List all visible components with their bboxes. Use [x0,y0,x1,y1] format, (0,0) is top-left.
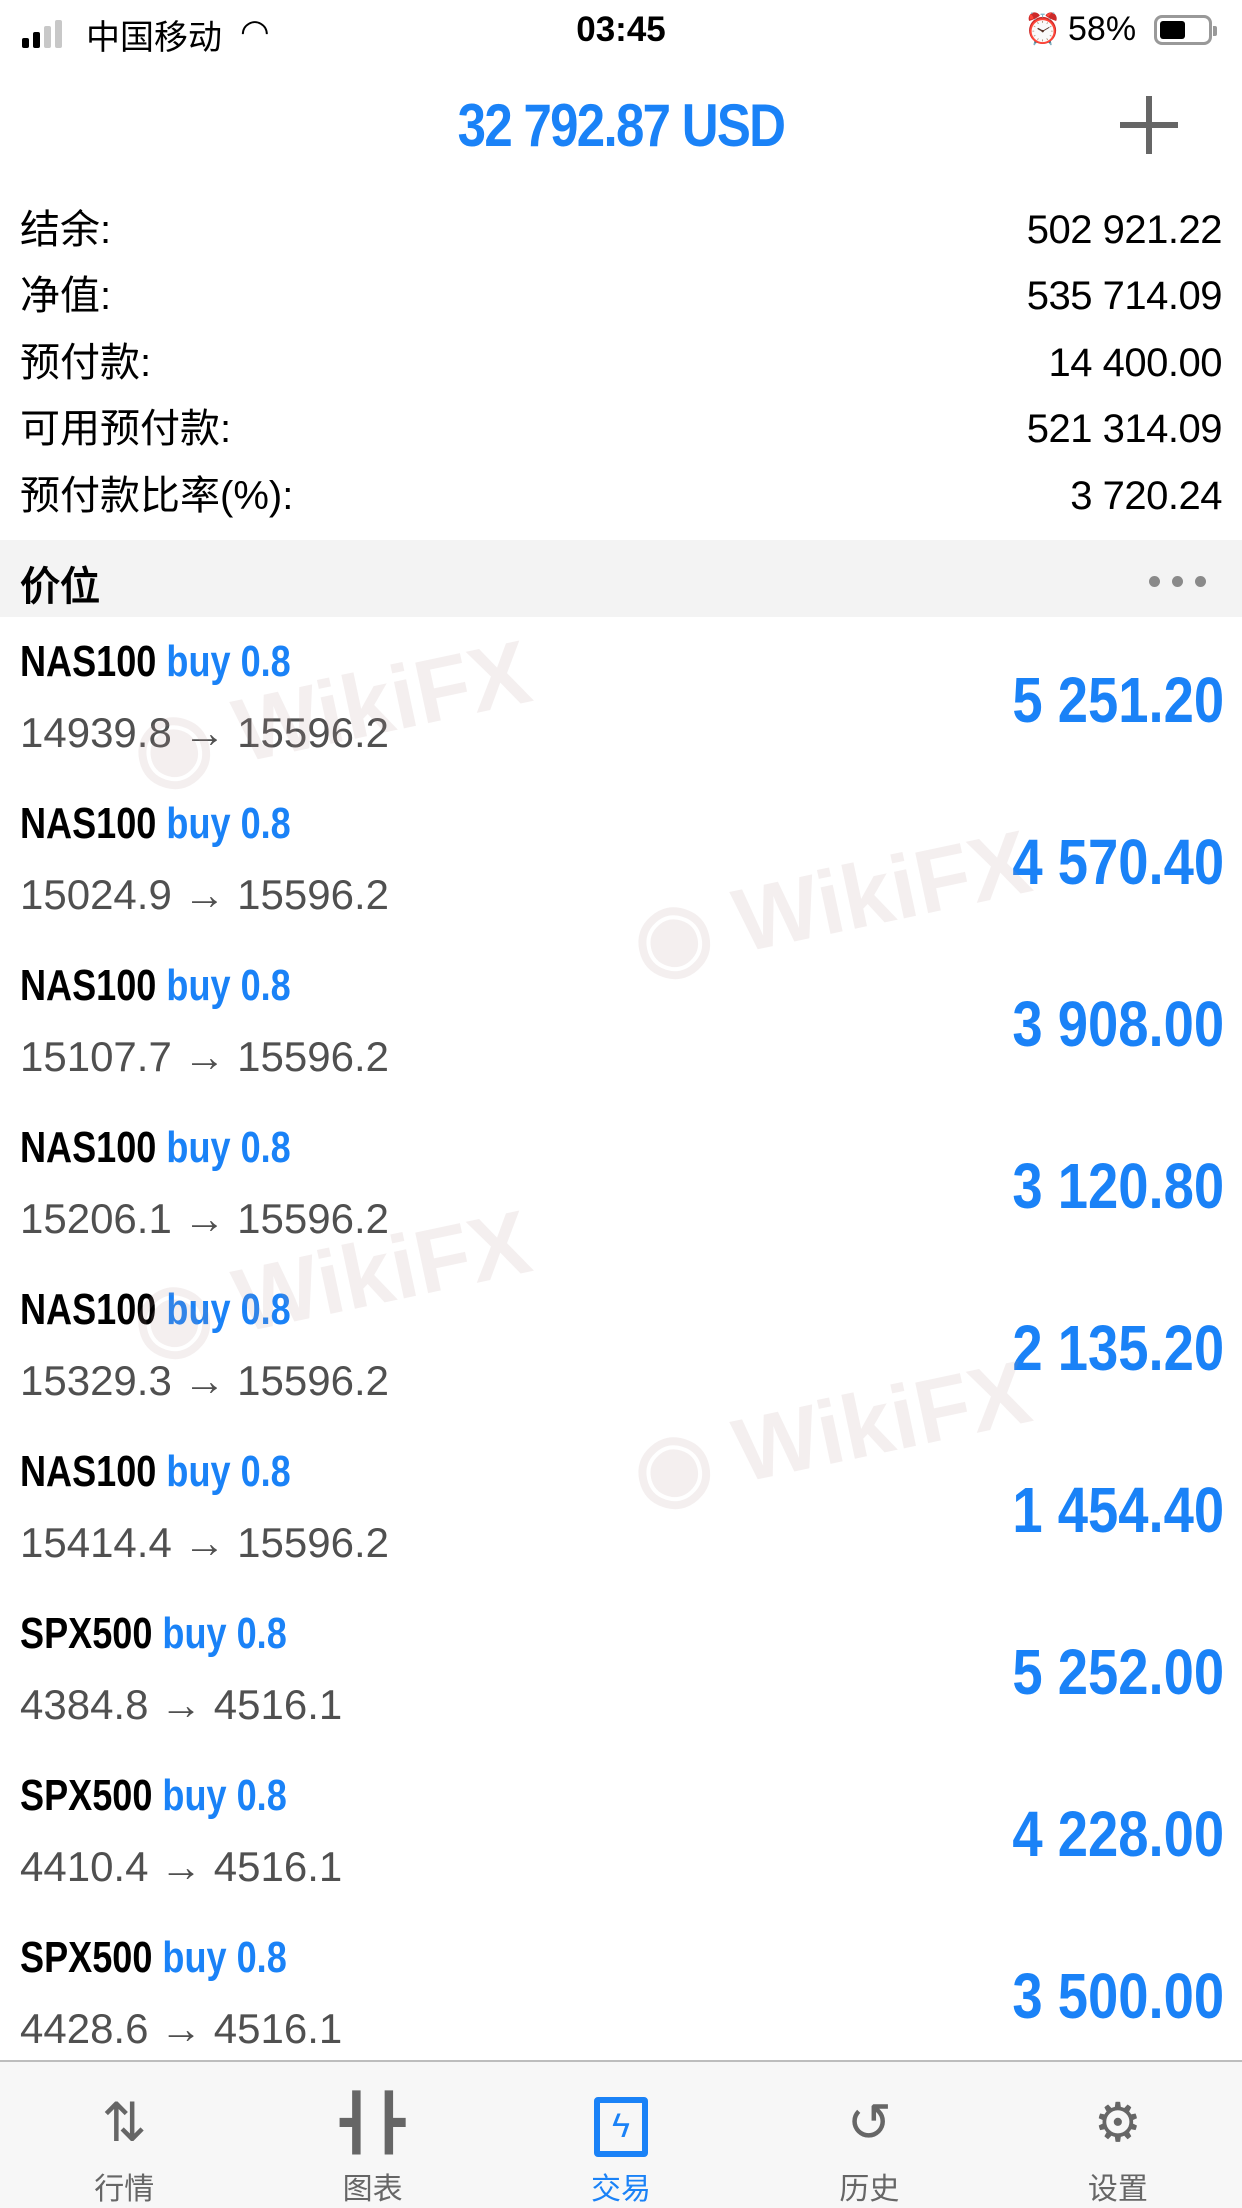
position-profit: 1 454.40 [1012,1474,1224,1546]
position-row[interactable]: NAS100 buy 0.8 15024.9 → 15596.2 4 570.40 [0,779,1242,941]
position-symbol: SPX500 buy 0.8 [20,1609,287,1659]
trade-side-volume: buy 0.8 [166,799,291,848]
position-symbol: SPX500 buy 0.8 [20,1771,287,1821]
position-row[interactable]: SPX500 buy 0.8 4384.8 → 4516.1 5 252.00 [0,1589,1242,1751]
open-current-price: 4410.4 → 4516.1 [20,1843,343,1890]
position-row[interactable]: SPX500 buy 0.8 4428.6 → 4516.1 3 500.00 [0,1913,1242,2075]
tab-history[interactable]: ↺ 历史 [745,2062,993,2208]
clock: 03:45 [576,10,666,49]
position-symbol: NAS100 buy 0.8 [20,1123,291,1173]
alarm-icon: ⏰ [1024,13,1062,46]
summary-label: 可用预付款: [20,407,232,451]
candlestick-icon: ┫┣ [340,2093,406,2153]
position-profit: 5 252.00 [1012,1636,1224,1708]
status-bar: 中国移动 ◠ 03:45 ⏰ 58% [0,0,1242,88]
position-profit: 3 500.00 [1012,1960,1224,2032]
symbol-name: NAS100 [20,1447,157,1496]
position-row[interactable]: NAS100 buy 0.8 15414.4 → 15596.2 1 454.40 [0,1427,1242,1589]
positions-section-header: 价位 [0,540,1242,617]
position-symbol: NAS100 buy 0.8 [20,637,291,687]
position-profit: 4 570.40 [1012,826,1224,898]
symbol-name: NAS100 [20,799,157,848]
summary-value: 14 400.00 [1048,341,1223,385]
open-current-price: 15024.9 → 15596.2 [20,871,389,918]
position-symbol: NAS100 buy 0.8 [20,799,291,849]
open-current-price: 15206.1 → 15596.2 [20,1195,389,1242]
summary-label: 净值: [20,274,112,318]
tab-trade[interactable]: ϟ 交易 [497,2062,745,2208]
symbol-name: NAS100 [20,1123,157,1172]
tab-quotes[interactable]: ⇅ 行情 [0,2062,248,2208]
account-profit-title: 32 792.87 USD [457,92,786,159]
symbol-name: SPX500 [20,1771,153,1820]
summary-row-free-margin: 可用预付款: 521 314.09 [0,396,1242,462]
history-icon: ↺ [846,2093,893,2153]
summary-label: 预付款: [20,341,152,385]
open-current-price: 4428.6 → 4516.1 [20,2005,343,2052]
tab-label: 交易 [591,2173,652,2206]
section-title: 价位 [20,565,100,609]
summary-label: 结余: [20,208,112,252]
trade-side-volume: buy 0.8 [162,1609,287,1658]
battery-icon [1154,15,1217,45]
summary-value: 535 714.09 [1026,274,1223,318]
position-row[interactable]: NAS100 buy 0.8 14939.8 → 15596.2 5 251.20 [0,617,1242,779]
tab-label: 设置 [1087,2173,1148,2206]
open-current-price: 14939.8 → 15596.2 [20,709,389,756]
summary-label: 预付款比率(%): [20,474,294,518]
trade-side-volume: buy 0.8 [166,961,291,1010]
trade-side-volume: buy 0.8 [166,1123,291,1172]
gear-icon: ⚙ [1093,2093,1143,2153]
tab-label: 历史 [839,2173,900,2206]
position-profit: 5 251.20 [1012,664,1224,736]
summary-value: 502 921.22 [1026,208,1223,252]
symbol-name: NAS100 [20,637,157,686]
plus-icon[interactable] [1120,96,1178,154]
symbol-name: SPX500 [20,1933,153,1982]
summary-value: 521 314.09 [1026,407,1223,451]
position-profit: 3 908.00 [1012,988,1224,1060]
arrows-updown-icon: ⇅ [101,2093,147,2153]
position-symbol: NAS100 buy 0.8 [20,961,291,1011]
trade-side-volume: buy 0.8 [166,637,291,686]
trade-chart-icon: ϟ [497,2088,745,2158]
symbol-name: NAS100 [20,1285,157,1334]
signal-icon [22,20,62,48]
position-symbol: SPX500 buy 0.8 [20,1933,287,1983]
symbol-name: NAS100 [20,961,157,1010]
symbol-name: SPX500 [20,1609,153,1658]
position-row[interactable]: NAS100 buy 0.8 15329.3 → 15596.2 2 135.20 [0,1265,1242,1427]
summary-row-equity: 净值: 535 714.09 [0,263,1242,329]
position-profit: 3 120.80 [1012,1150,1224,1222]
tab-bar: ⇅ 行情 ┫┣ 图表 ϟ 交易 ↺ 历史 ⚙ 设置 [0,2060,1242,2208]
summary-row-margin: 预付款: 14 400.00 [0,330,1242,396]
trade-side-volume: buy 0.8 [166,1447,291,1496]
trade-side-volume: buy 0.8 [162,1771,287,1820]
summary-row-margin-level: 预付款比率(%): 3 720.24 [0,463,1242,529]
carrier-name: 中国移动 [86,19,222,57]
wifi-icon: ◠ [240,13,270,51]
position-row[interactable]: NAS100 buy 0.8 15206.1 → 15596.2 3 120.80 [0,1103,1242,1265]
open-current-price: 15329.3 → 15596.2 [20,1357,389,1404]
position-row[interactable]: SPX500 buy 0.8 4410.4 → 4516.1 4 228.00 [0,1751,1242,1913]
open-current-price: 15107.7 → 15596.2 [20,1033,389,1080]
summary-row-balance: 结余: 502 921.22 [0,197,1242,263]
trade-side-volume: buy 0.8 [166,1285,291,1334]
position-symbol: NAS100 buy 0.8 [20,1447,291,1497]
tab-chart[interactable]: ┫┣ 图表 [248,2062,496,2208]
position-profit: 2 135.20 [1012,1312,1224,1384]
battery-percent: 58% [1068,10,1137,48]
summary-value: 3 720.24 [1070,474,1222,518]
tab-label: 图表 [342,2173,403,2206]
position-row[interactable]: NAS100 buy 0.8 15107.7 → 15596.2 3 908.00 [0,941,1242,1103]
tab-label: 行情 [94,2173,155,2206]
open-current-price: 4384.8 → 4516.1 [20,1681,343,1728]
position-profit: 4 228.00 [1012,1798,1224,1870]
trade-side-volume: buy 0.8 [162,1933,287,1982]
tab-settings[interactable]: ⚙ 设置 [994,2062,1242,2208]
position-symbol: NAS100 buy 0.8 [20,1285,291,1335]
ellipsis-icon[interactable] [1149,576,1206,587]
open-current-price: 15414.4 → 15596.2 [20,1519,389,1566]
